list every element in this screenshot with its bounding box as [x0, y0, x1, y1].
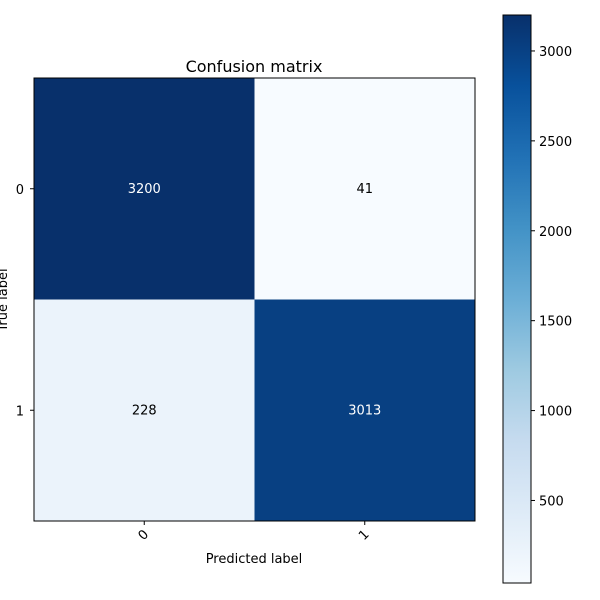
heatmap-cell — [254, 299, 475, 521]
y-tick-label: 1 — [16, 404, 24, 419]
cell-value-label: 41 — [356, 182, 373, 197]
heatmap-cell — [34, 299, 255, 521]
plot-frame — [33, 77, 476, 522]
heatmap-cell-labels: 3200 41 228 3013 — [128, 182, 382, 419]
colorbar-ticks: 500 1000 1500 2000 2500 3000 — [531, 45, 572, 509]
x-axis-label: Predicted label — [206, 552, 303, 567]
y-axis-ticks: 01 — [16, 183, 34, 419]
colorbar-tick-label: 3000 — [539, 45, 572, 60]
colorbar — [502, 14, 532, 584]
colorbar-tick-label: 500 — [539, 494, 564, 509]
y-axis-label: True label — [0, 268, 11, 332]
cell-value-label: 228 — [132, 403, 157, 418]
x-tick-label: 0 — [136, 527, 152, 543]
cell-value-label: 3013 — [348, 403, 381, 418]
heatmap-cells — [34, 78, 475, 521]
chart-title: Confusion matrix — [186, 57, 323, 76]
cell-value-label: 3200 — [128, 182, 161, 197]
y-tick-label: 0 — [16, 183, 24, 198]
heatmap-cell — [254, 78, 475, 300]
colorbar-tick-label: 2500 — [539, 135, 572, 150]
heatmap-cell — [34, 78, 255, 300]
colorbar-tick-label: 1500 — [539, 315, 572, 330]
colorbar-tick-label: 2000 — [539, 225, 572, 240]
x-tick-label: 1 — [356, 527, 372, 543]
colorbar-tick-label: 1000 — [539, 405, 572, 420]
